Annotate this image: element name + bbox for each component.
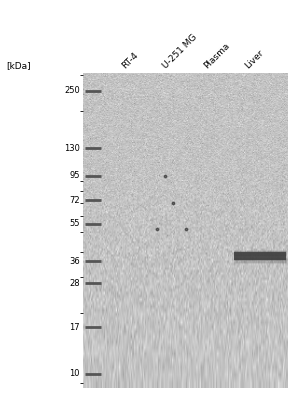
Text: RT-4: RT-4	[120, 50, 140, 70]
Text: Plasma: Plasma	[202, 41, 231, 70]
Text: 10: 10	[70, 369, 80, 378]
Text: 36: 36	[69, 257, 80, 266]
Text: Liver: Liver	[243, 48, 265, 70]
Text: 250: 250	[64, 86, 80, 96]
Text: 95: 95	[70, 172, 80, 180]
Text: 55: 55	[70, 220, 80, 228]
Text: 17: 17	[69, 322, 80, 332]
Text: [kDa]: [kDa]	[6, 61, 31, 70]
Text: U-251 MG: U-251 MG	[161, 32, 199, 70]
Text: 72: 72	[69, 196, 80, 205]
Text: 28: 28	[69, 279, 80, 288]
Text: 130: 130	[64, 144, 80, 153]
